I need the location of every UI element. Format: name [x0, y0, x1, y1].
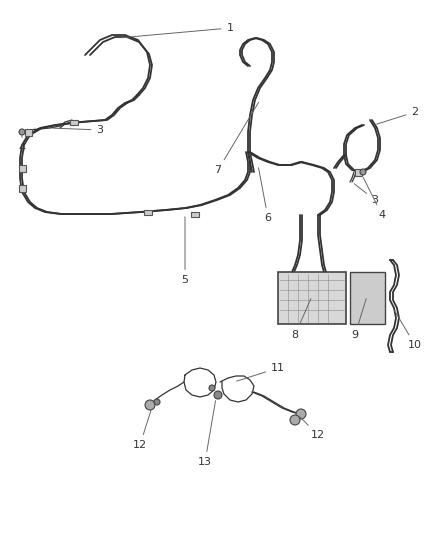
Circle shape [19, 129, 25, 135]
Text: 5: 5 [181, 217, 188, 285]
Circle shape [360, 169, 366, 175]
Text: 3: 3 [53, 125, 103, 135]
Circle shape [145, 400, 155, 410]
Text: 4: 4 [18, 135, 25, 153]
Text: 11: 11 [237, 363, 285, 381]
Text: 7: 7 [215, 102, 258, 175]
Bar [18, 165, 25, 172]
Circle shape [296, 409, 306, 419]
Bar [18, 184, 25, 191]
Bar [70, 119, 78, 125]
Circle shape [154, 399, 160, 405]
Bar [144, 209, 152, 214]
Text: 3: 3 [354, 184, 378, 205]
Bar [25, 128, 32, 135]
FancyBboxPatch shape [350, 272, 385, 324]
Text: 1: 1 [121, 23, 233, 38]
Text: 13: 13 [198, 401, 215, 467]
Text: 12: 12 [300, 417, 325, 440]
Text: 4: 4 [363, 177, 385, 220]
Text: 12: 12 [133, 410, 151, 450]
Text: 8: 8 [291, 298, 311, 340]
Circle shape [209, 385, 215, 391]
Text: 2: 2 [377, 107, 419, 124]
Bar [354, 168, 361, 175]
Text: 9: 9 [351, 298, 366, 340]
Circle shape [290, 415, 300, 425]
Circle shape [214, 391, 222, 399]
Text: 10: 10 [395, 310, 422, 350]
Text: 6: 6 [258, 168, 272, 223]
FancyBboxPatch shape [278, 272, 346, 324]
Bar [191, 212, 199, 216]
